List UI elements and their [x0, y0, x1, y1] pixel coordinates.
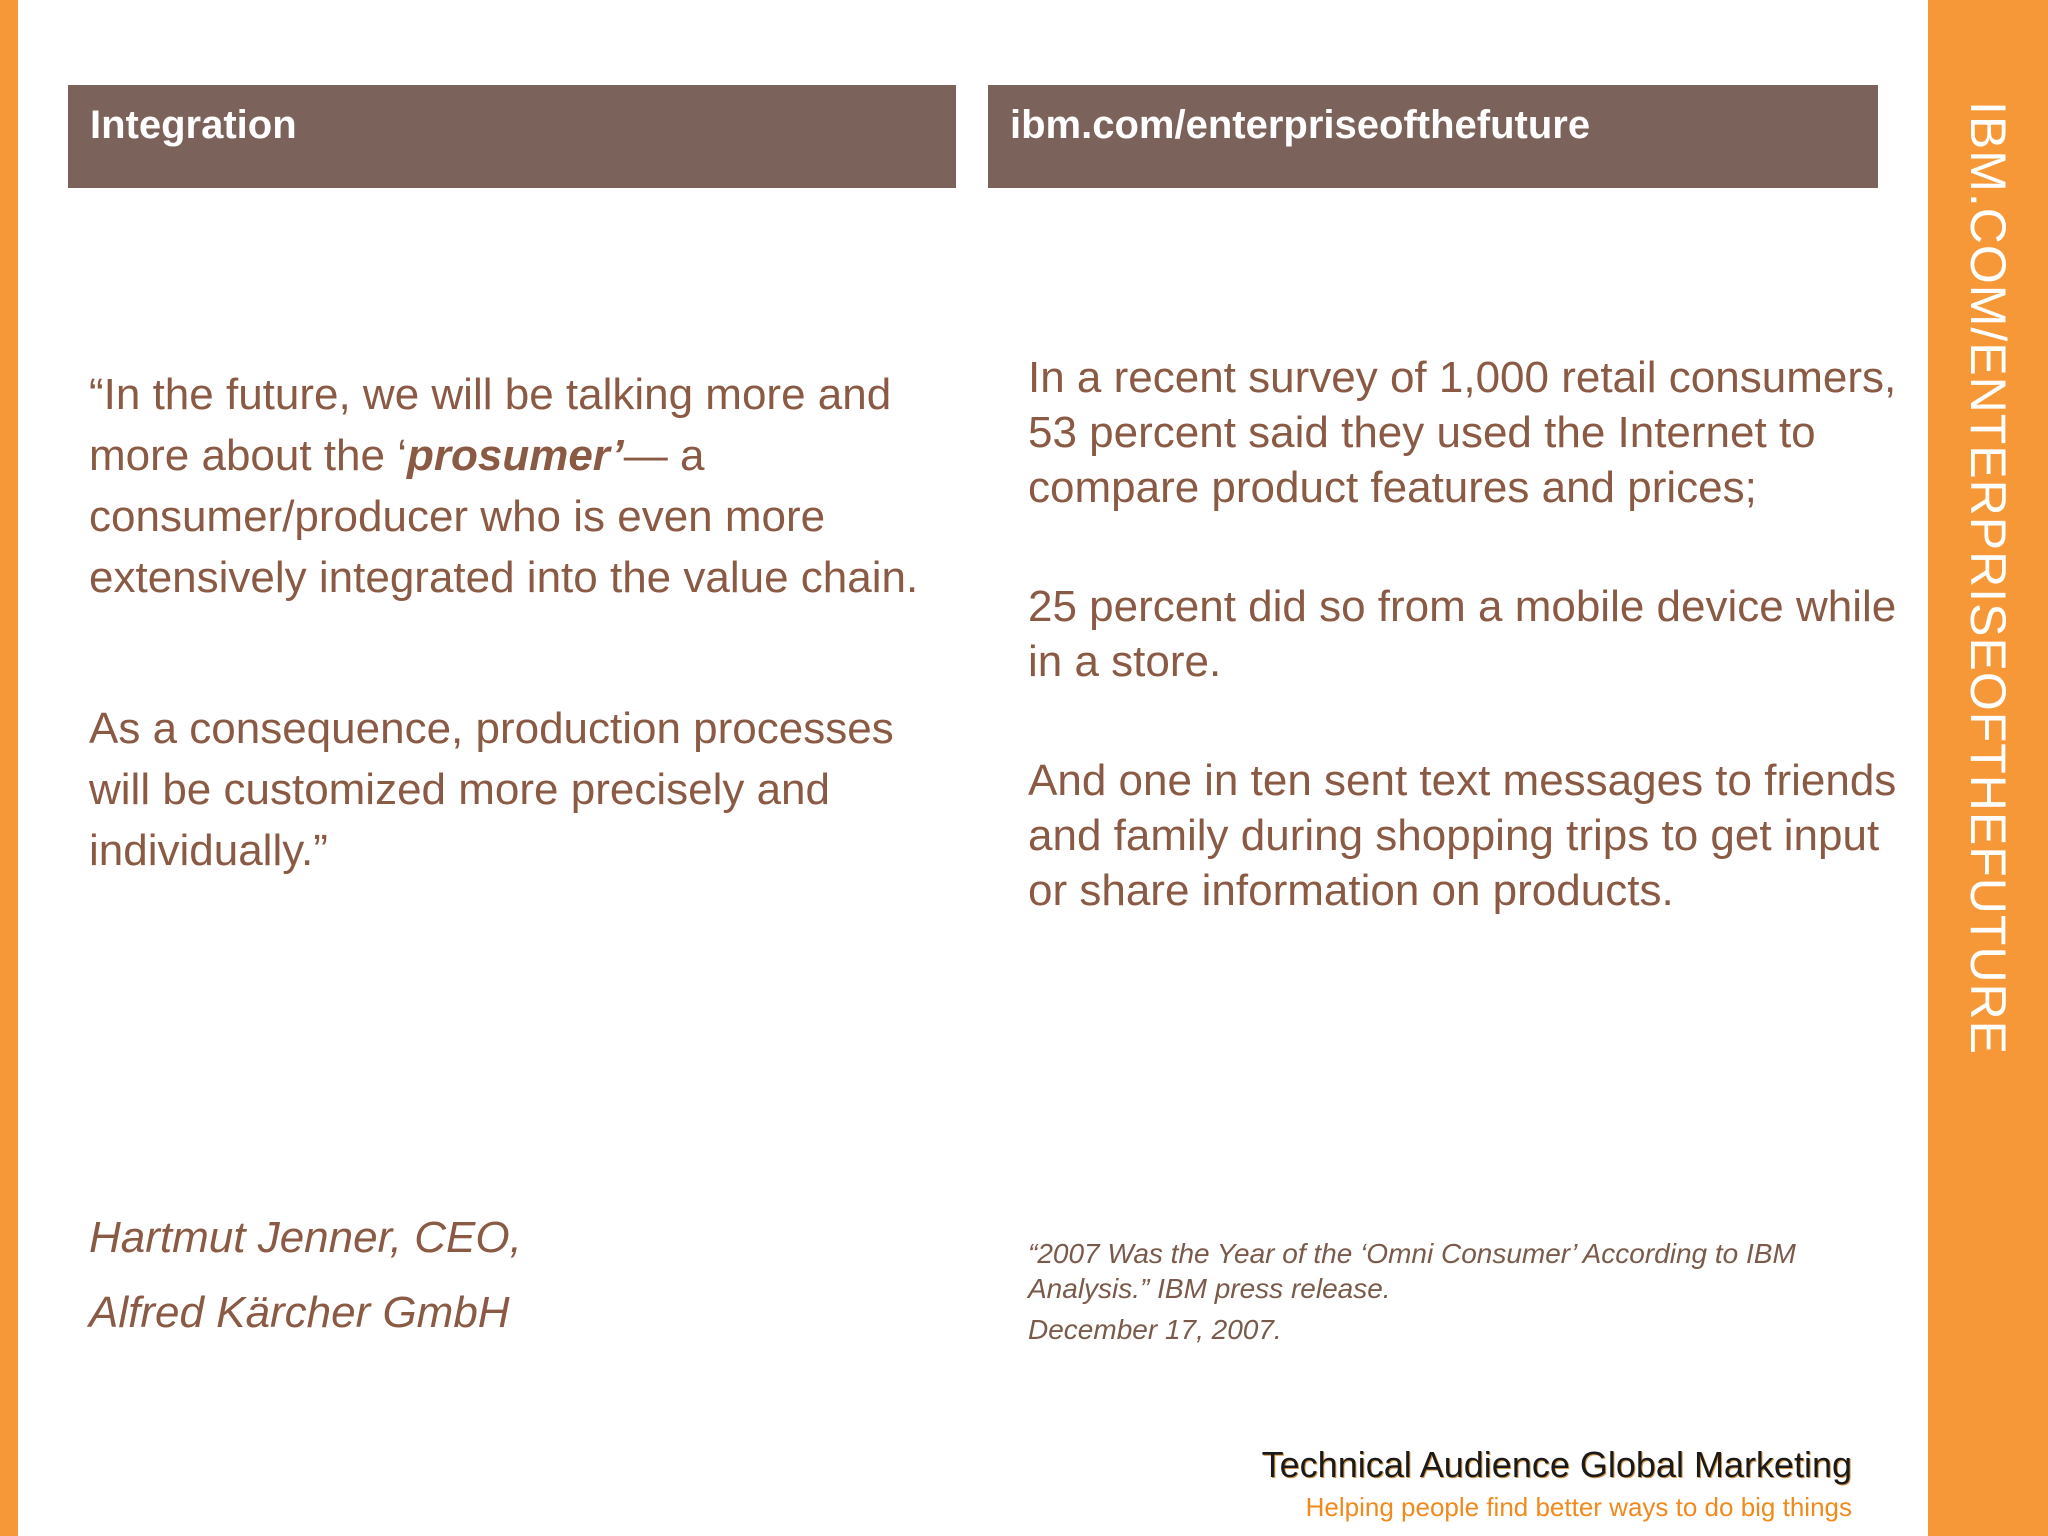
- citation-text: “2007 Was the Year of the ‘Omni Consumer…: [1028, 1238, 1796, 1304]
- stats-paragraph-3: And one in ten sent text messages to fri…: [1028, 756, 1897, 915]
- source-citation: “2007 Was the Year of the ‘Omni Consumer…: [1028, 1236, 1848, 1347]
- header-integration-label: Integration: [90, 103, 297, 147]
- survey-statistics: In a recent survey of 1,000 retail consu…: [1028, 350, 1908, 982]
- footer-tagline: Helping people find better ways to do bi…: [1305, 1492, 1852, 1522]
- vertical-site-title: IBM.COM/ENTERPRISEOFTHEFUTURE: [1960, 100, 2016, 1056]
- stats-paragraph-1: In a recent survey of 1,000 retail consu…: [1028, 353, 1897, 512]
- ceo-quote: “In the future, we will be talking more …: [89, 364, 949, 881]
- header-ibm-url-label: ibm.com/enterpriseofthefuture: [1010, 103, 1591, 147]
- citation-date: December 17, 2007.: [1028, 1314, 1282, 1345]
- right-accent-band: [1928, 0, 2048, 1536]
- left-accent-stripe: [0, 0, 18, 1536]
- attribution-line-2: Alfred Kärcher GmbH: [89, 1288, 510, 1337]
- footer-title: Technical Audience Global Marketing: [1261, 1444, 1852, 1485]
- attribution-line-1: Hartmut Jenner, CEO,: [89, 1213, 522, 1262]
- header-ibm-url: ibm.com/enterpriseofthefuture: [988, 85, 1878, 188]
- quote-paragraph-1: “In the future, we will be talking more …: [89, 364, 949, 608]
- quote-paragraph-2: As a consequence, production processes w…: [89, 704, 894, 875]
- quote-text-before: “In the future, we will be talking more …: [89, 370, 892, 480]
- header-integration: Integration: [68, 85, 956, 188]
- stats-paragraph-2: 25 percent did so from a mobile device w…: [1028, 582, 1897, 686]
- quote-text-after: — a consumer/producer who is even more e…: [89, 431, 919, 602]
- quote-emphasis-prosumer: prosumer’: [406, 431, 624, 480]
- quote-attribution: Hartmut Jenner, CEO, Alfred Kärcher GmbH: [89, 1200, 522, 1350]
